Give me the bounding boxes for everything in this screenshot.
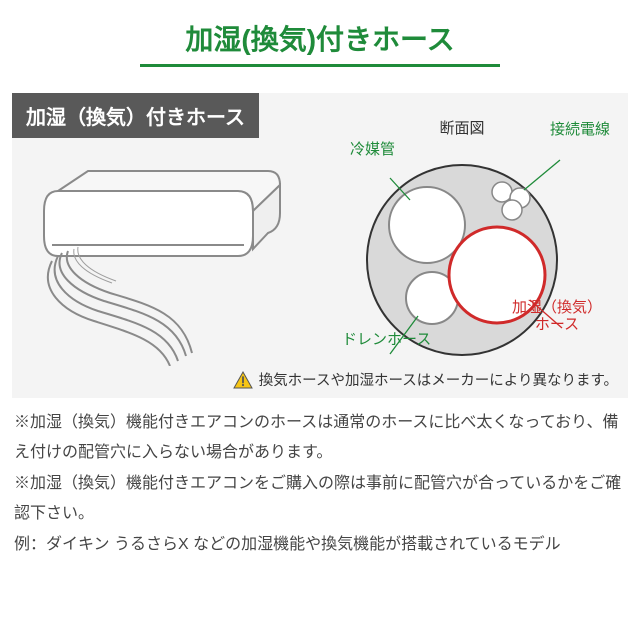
- warning-row: 換気ホースや加湿ホースはメーカーにより異なります。: [233, 369, 618, 390]
- cross-section: 断面図 冷媒管 接続電線 ドレ: [312, 117, 612, 357]
- label-humid-hose-l1: 加湿（換気）: [512, 299, 602, 316]
- warning-text: 換気ホースや加湿ホースはメーカーにより異なります。: [259, 369, 618, 390]
- footnote-1: ※加湿（換気）機能付きエアコンのホースは通常のホースに比べ太くなっており、備え付…: [14, 408, 626, 467]
- label-humid-hose-l2: ホース: [535, 316, 579, 333]
- label-refrigerant-pipe: 冷媒管: [350, 141, 395, 158]
- footnote-2: ※加湿（換気）機能付きエアコンをご購入の際は事前に配管穴が合っているかをご確認下…: [14, 469, 626, 528]
- ac-unit-illustration: [28, 161, 298, 356]
- label-humid-hose: 加湿（換気） ホース: [512, 299, 602, 334]
- diagram-area: 断面図 冷媒管 接続電線 ドレ: [22, 107, 618, 358]
- page-title: 加湿(換気)付きホース: [0, 0, 640, 75]
- label-connection-wire: 接続電線: [550, 121, 610, 138]
- footnote-3: 例：ダイキン うるさらX などの加湿機能や換気機能が搭載されているモデル: [14, 530, 626, 560]
- label-drain-hose: ドレンホース: [342, 331, 431, 348]
- footnotes: ※加湿（換気）機能付きエアコンのホースは通常のホースに比べ太くなっており、備え付…: [14, 408, 626, 560]
- diagram-panel: 加湿（換気）付きホース: [12, 93, 628, 398]
- warning-icon: [233, 371, 253, 389]
